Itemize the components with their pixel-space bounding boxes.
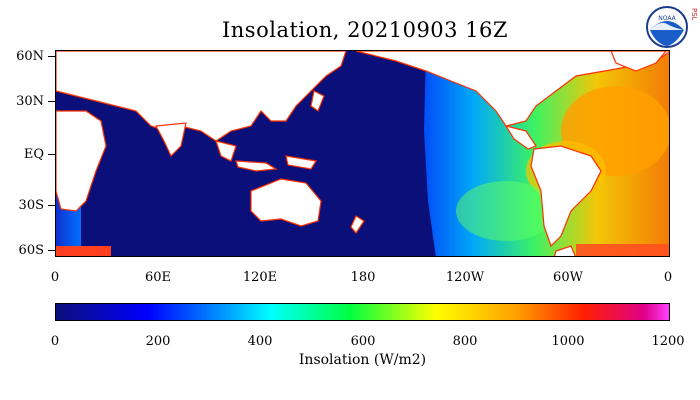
colorbar-tick-200: 200 <box>145 334 171 349</box>
insolation-map <box>55 50 670 257</box>
lon-label-0-right: 0 <box>663 270 673 285</box>
colorbar-tick-0: 0 <box>50 334 60 349</box>
lon-label-180: 180 <box>350 270 376 285</box>
colorbar-tick-800: 800 <box>452 334 478 349</box>
colorbar-tick-400: 400 <box>247 334 273 349</box>
lat-label-30n: 30N <box>16 94 44 109</box>
lat-label-30s: 30S <box>18 198 44 213</box>
colorbar-tick-1200: 1200 <box>651 334 685 349</box>
lon-label-0-left: 0 <box>50 270 60 285</box>
noaa-logo-text: NOAA <box>658 15 676 22</box>
lat-label-60s: 60S <box>18 243 44 258</box>
psl-side-text: PSL <box>690 8 698 21</box>
colorbar-tick-600: 600 <box>350 334 376 349</box>
colorbar-tick-1000: 1000 <box>551 334 585 349</box>
noaa-logo-icon: NOAA <box>646 6 688 48</box>
lon-label-120w: 120W <box>445 270 485 285</box>
lon-label-60w: 60W <box>553 270 583 285</box>
lat-label-eq: EQ <box>23 147 44 162</box>
colorbar <box>55 303 670 321</box>
lat-label-60n: 60N <box>16 49 44 64</box>
colorbar-title: Insolation (W/m2) <box>298 352 427 368</box>
map-title: Insolation, 20210903 16Z <box>221 18 509 42</box>
lon-label-120e: 120E <box>242 270 278 285</box>
lon-label-60e: 60E <box>144 270 172 285</box>
